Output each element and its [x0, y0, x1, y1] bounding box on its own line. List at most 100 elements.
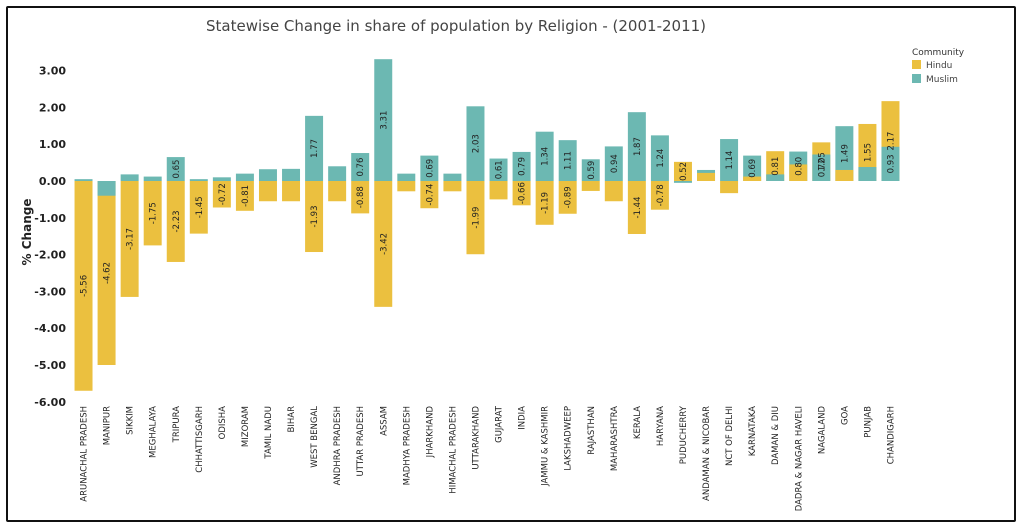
value-label-muslim: 0.94	[610, 154, 620, 173]
bar-muslim	[120, 174, 139, 181]
chart-title: Statewise Change in share of population …	[206, 17, 706, 35]
bar-muslim	[351, 153, 370, 181]
bar-hindu	[466, 181, 485, 255]
bar-muslim	[720, 139, 739, 181]
value-label-hindu: -3.17	[126, 228, 136, 250]
x-category-label: NCT OF DELHI	[725, 406, 735, 466]
bar-muslim	[627, 112, 646, 181]
bar-muslim	[489, 158, 508, 181]
x-category-label: GOA	[840, 406, 850, 425]
value-label-hindu: -5.56	[80, 275, 90, 297]
bar-hindu	[282, 181, 301, 202]
bar-muslim	[235, 173, 254, 181]
bar-muslim	[881, 146, 900, 181]
bar-muslim	[74, 179, 93, 181]
value-label-hindu: -1.75	[149, 202, 159, 224]
value-label-hindu: 0.52	[679, 162, 689, 181]
bar-hindu	[74, 181, 93, 391]
x-category-label: MIZORAM	[241, 406, 251, 447]
value-label-hindu: -2.23	[172, 210, 182, 232]
y-tick-label: 3.00	[39, 65, 66, 78]
x-category-label: ANDHRA PRADESH	[333, 406, 343, 485]
bar-hindu	[512, 181, 531, 206]
value-label-hindu: -1.99	[471, 207, 481, 229]
value-label-muslim: 0.69	[425, 159, 435, 178]
bar-hindu	[720, 181, 739, 194]
bar-hindu	[766, 151, 785, 181]
chart-frame	[6, 6, 1016, 522]
x-category-label: ARUNACHAL PRADESH	[80, 406, 90, 502]
value-label-muslim: 0.65	[172, 160, 182, 179]
bar-hindu	[789, 164, 808, 181]
x-category-label: TAMIL NADU	[264, 406, 274, 460]
bar-hindu	[235, 181, 254, 211]
value-label-hindu: -0.81	[241, 185, 251, 207]
bar-muslim	[835, 126, 854, 181]
bar-hindu	[189, 181, 208, 234]
value-labels-group: -5.56 -4.62 -3.17 -1.75 -2.23 0.65 -1.45 -0.72 -…	[80, 111, 897, 297]
bar-muslim	[766, 174, 785, 181]
value-label-muslim: 1.87	[633, 137, 643, 156]
value-label-hindu: 0.81	[771, 157, 781, 176]
x-category-label: BIHAR	[287, 406, 297, 433]
value-label-muslim: 1.11	[564, 151, 574, 170]
x-category-label: PUDUCHERRY	[679, 405, 689, 464]
x-category-label: UTTARAKHAND	[471, 406, 481, 470]
x-category-label: WEST BENGAL	[310, 406, 320, 468]
value-label-muslim: 3.31	[379, 111, 389, 130]
x-category-label: NAGALAND	[817, 406, 827, 455]
bar-muslim	[258, 169, 277, 181]
bar-hindu	[673, 161, 692, 181]
value-label-muslim: 0.76	[356, 158, 366, 177]
value-label-hindu: -1.44	[633, 197, 643, 219]
y-axis-ticks: 3.00 2.00 1.00 0.00 -1.00 -2.00 -3.00 -4.00 -5.0…	[34, 65, 66, 409]
bar-muslim	[581, 159, 600, 181]
value-label-hindu: 1.55	[863, 143, 873, 162]
value-label-hindu: -0.78	[656, 184, 666, 206]
bar-muslim	[604, 146, 623, 181]
x-category-label: SIKKIM	[126, 406, 136, 435]
x-category-label: DAMAN & DIU	[771, 406, 781, 465]
value-label-muslim: 1.49	[840, 144, 850, 163]
legend-label-muslim: Muslim	[926, 75, 958, 85]
bar-hindu	[489, 181, 508, 200]
x-category-label: DADRA & NAGAR HAVELI	[794, 406, 804, 511]
value-label-hindu: -0.66	[518, 182, 528, 204]
value-label-muslim: 0.80	[794, 157, 804, 176]
bar-hindu	[212, 181, 231, 208]
bar-muslim	[673, 181, 692, 183]
bar-hindu	[143, 181, 162, 246]
value-label-hindu: -1.45	[195, 196, 205, 218]
x-category-label: JHARKHAND	[425, 406, 435, 459]
x-category-label: KARNATAKA	[748, 406, 758, 456]
bars-group	[74, 59, 900, 391]
x-category-label: MAHARASHTRA	[610, 406, 620, 471]
x-category-label: CHHATTISGARH	[195, 406, 205, 473]
x-axis-categories: ARUNACHAL PRADESH MANIPUR SIKKIM MEGHALAYA T…	[80, 405, 897, 511]
value-label-hindu: -1.19	[541, 192, 551, 214]
bar-hindu	[858, 123, 877, 181]
x-category-label: PUNJAB	[863, 406, 873, 438]
bar-hindu	[627, 181, 646, 234]
bar-hindu	[328, 181, 347, 202]
bar-hindu	[120, 181, 139, 297]
x-category-label: JAMMU & KASHMIR	[541, 406, 551, 487]
bar-muslim	[535, 131, 554, 181]
y-tick-label: 2.00	[39, 101, 66, 114]
value-label-muslim: 0.59	[587, 161, 597, 180]
value-label-muslim: 0.93	[886, 154, 896, 173]
bar-muslim	[212, 177, 231, 181]
bar-muslim	[189, 179, 208, 181]
y-tick-label: -3.00	[34, 285, 66, 298]
x-category-label: UTTAR PRADESH	[356, 406, 366, 476]
bar-hindu	[650, 181, 669, 210]
value-label-muslim: 2.03	[471, 134, 481, 153]
y-tick-label: 0.00	[39, 175, 66, 188]
bar-muslim	[143, 176, 162, 181]
legend-title: Community	[912, 48, 965, 58]
bar-hindu	[258, 181, 277, 202]
bar-muslim	[282, 168, 301, 181]
value-label-hindu: -0.88	[356, 186, 366, 208]
bar-hindu	[581, 181, 600, 191]
